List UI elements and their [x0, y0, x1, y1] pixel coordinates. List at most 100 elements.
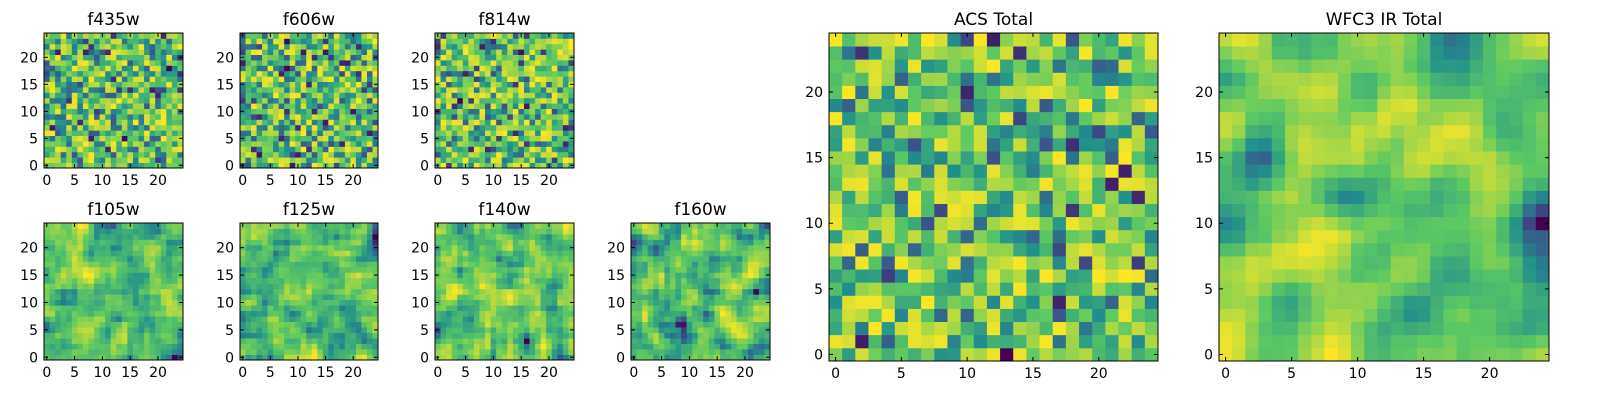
heatmap-cell — [658, 316, 665, 323]
heatmap-cell — [149, 97, 156, 104]
heatmap-cell — [132, 162, 139, 169]
heatmap-cell — [986, 295, 1001, 309]
heatmap-cell — [127, 130, 134, 136]
heatmap-cell — [507, 239, 514, 246]
heatmap-cell — [457, 124, 464, 131]
heatmap-cell — [82, 97, 89, 104]
heatmap-cell — [490, 338, 497, 344]
heatmap-cell — [714, 338, 721, 344]
heatmap-cell — [99, 349, 106, 355]
heatmap-cell — [155, 343, 162, 350]
heatmap-cell — [473, 283, 480, 290]
heatmap-cell — [457, 354, 464, 361]
heatmap-cell — [764, 338, 771, 344]
heatmap-cell — [295, 283, 302, 290]
heatmap-cell — [333, 283, 340, 290]
heatmap-cell — [278, 277, 285, 284]
heatmap-cell — [535, 124, 542, 131]
heatmap-cell — [1013, 269, 1027, 283]
heatmap-cell — [562, 283, 569, 290]
heatmap-cell — [245, 108, 252, 115]
heatmap-cell — [1065, 295, 1080, 309]
heatmap-cell — [507, 255, 514, 262]
heatmap-cell — [664, 239, 671, 246]
heatmap-cell — [328, 81, 335, 88]
heatmap-cell — [457, 65, 464, 72]
heatmap-cell — [485, 288, 491, 295]
heatmap-cell — [714, 228, 721, 235]
heatmap-cell — [322, 87, 329, 93]
heatmap-cell — [44, 157, 50, 163]
heatmap-cell — [149, 65, 156, 72]
heatmap-cell — [894, 295, 909, 309]
heatmap-cell — [708, 332, 715, 339]
heatmap-cell — [138, 266, 145, 273]
heatmap-cell — [372, 239, 379, 246]
heatmap-cell — [719, 299, 726, 306]
heatmap-cell — [328, 87, 335, 93]
heatmap-cell — [138, 38, 145, 45]
heatmap-cell — [267, 255, 274, 262]
heatmap-cell — [149, 327, 156, 333]
heatmap-cell — [295, 54, 302, 61]
heatmap-cell — [240, 277, 246, 284]
heatmap-cell — [664, 250, 671, 257]
heatmap-cell — [551, 33, 558, 39]
heatmap-cell — [361, 244, 368, 251]
heatmap-cell — [697, 233, 704, 240]
heatmap-cell — [149, 332, 156, 339]
heatmap-cell — [149, 354, 156, 361]
heatmap-cell — [160, 288, 167, 295]
heatmap-cell — [77, 54, 84, 61]
heatmap-cell — [451, 310, 458, 317]
heatmap-cell — [66, 81, 73, 88]
heatmap-cell — [366, 310, 373, 317]
heatmap-cell — [138, 316, 145, 323]
heatmap-cell — [551, 332, 558, 339]
heatmap-cell — [284, 103, 291, 109]
heatmap-cell — [339, 228, 346, 235]
heatmap-cell — [562, 38, 569, 45]
heatmap-cell — [551, 124, 558, 131]
heatmap-cell — [435, 124, 441, 131]
heatmap-cell — [736, 294, 743, 301]
heatmap-cell — [344, 261, 351, 268]
heatmap-cell — [289, 146, 296, 153]
heatmap-cell — [110, 87, 117, 93]
heatmap-cell — [333, 310, 340, 317]
heatmap-cell — [251, 233, 257, 240]
heatmap-cell — [240, 283, 246, 290]
heatmap-cell — [317, 283, 324, 290]
heatmap-cell — [339, 223, 346, 229]
heatmap-cell — [366, 332, 373, 339]
heatmap-cell — [361, 60, 368, 66]
heatmap-cell — [512, 60, 519, 66]
heatmap-cell — [333, 299, 340, 306]
heatmap-cell — [435, 130, 441, 136]
heatmap-cell — [256, 266, 263, 273]
heatmap-cell — [457, 60, 464, 66]
heatmap-cell — [764, 233, 771, 240]
heatmap-cell — [160, 266, 167, 273]
heatmap-cell — [451, 255, 458, 262]
y-tick-label: 15 — [607, 268, 625, 284]
heatmap-cell — [512, 124, 519, 131]
heatmap-cell — [568, 38, 575, 45]
heatmap-cell — [289, 321, 296, 328]
heatmap-cell — [171, 321, 178, 328]
heatmap-cell — [557, 294, 564, 301]
heatmap-cell — [675, 261, 682, 268]
heatmap-cell — [457, 327, 464, 333]
heatmap-cell — [1079, 295, 1093, 309]
heatmap-cell — [350, 114, 357, 120]
heatmap-cell — [523, 228, 530, 235]
heatmap-cell — [551, 277, 558, 284]
heatmap-cell — [44, 261, 50, 268]
heatmap-cell — [127, 97, 134, 104]
heatmap-cell — [55, 239, 62, 246]
heatmap-cell — [55, 310, 62, 317]
heatmap-cell — [562, 272, 569, 279]
heatmap-cell — [540, 49, 547, 55]
heatmap-cell — [535, 321, 542, 328]
heatmap-cell — [372, 261, 379, 268]
